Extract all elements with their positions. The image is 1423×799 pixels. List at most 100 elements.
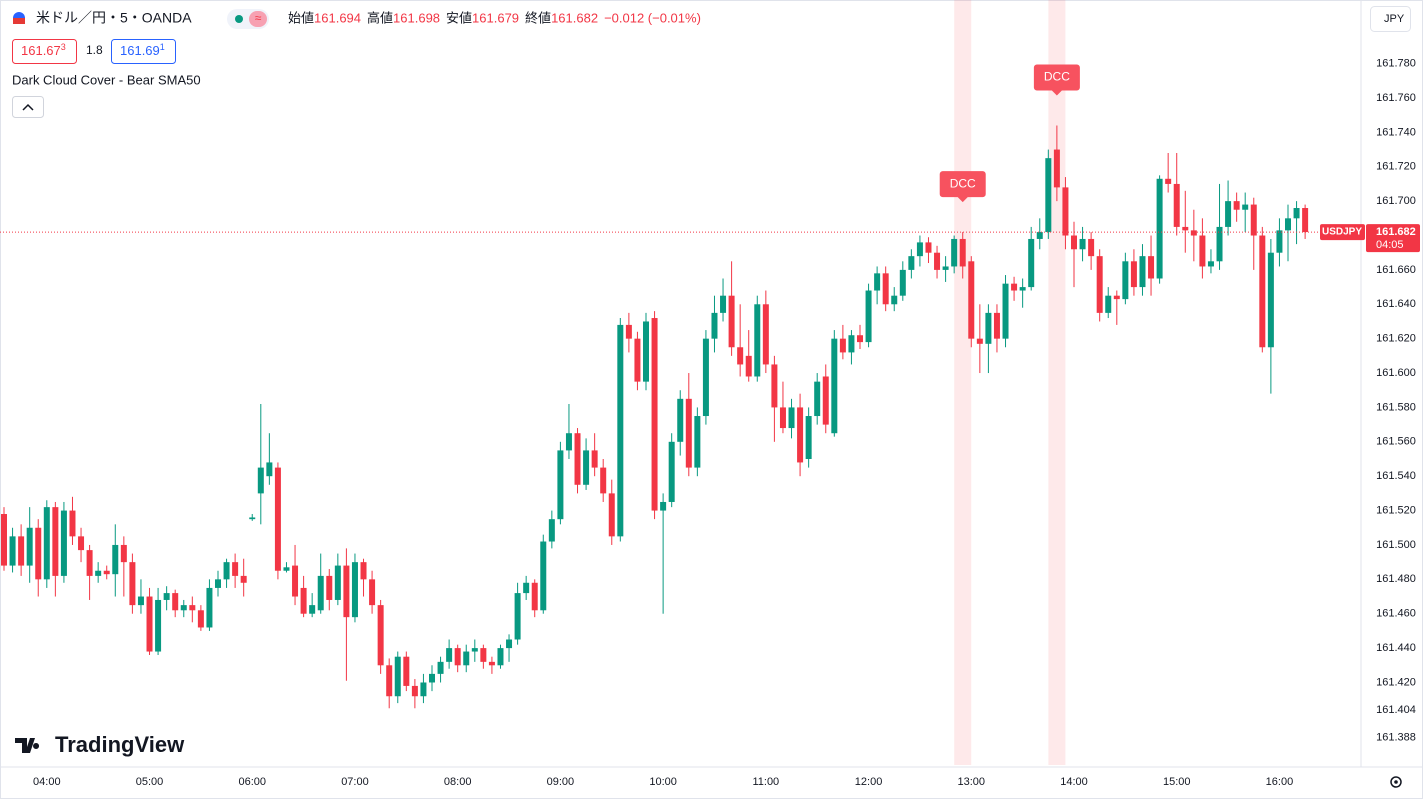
ohlc-value: 161.679 (472, 10, 519, 25)
candle-body (1122, 261, 1129, 300)
y-tick-label: 161.740 (1376, 126, 1416, 138)
logo: TradingView (15, 732, 185, 757)
price-tag-countdown: 04:05 (1376, 239, 1404, 251)
ask-box[interactable] (111, 39, 176, 64)
candle-body (925, 242, 932, 253)
legend: 米ドル／円・5・OANDA ≈ 始値 161.694 高値 161.698 安値 161.… (12, 9, 701, 118)
candle-body (1045, 158, 1052, 233)
pattern-marker (1033, 64, 1080, 96)
candle-body (874, 273, 881, 291)
ask-price: 161.691 (120, 42, 165, 58)
candle-body (668, 441, 675, 502)
candle-body (420, 682, 427, 697)
candle-body (18, 536, 25, 566)
candle-body (1096, 256, 1103, 313)
candle-body (429, 673, 435, 683)
candle-body (300, 587, 307, 614)
candle-body (805, 416, 812, 459)
price-tag-value: 161.682 (1376, 226, 1416, 238)
candle-body (1242, 204, 1249, 210)
candle-body (1190, 230, 1197, 236)
candle-body (69, 510, 76, 537)
currency-button[interactable] (1370, 6, 1411, 32)
bid-sup: 3 (61, 42, 66, 52)
candle-body (583, 450, 590, 485)
candle-body (574, 433, 581, 485)
candle-body (899, 269, 906, 296)
candle-body (146, 596, 153, 652)
candle-body (660, 501, 667, 511)
ohlc-label: 終値 (525, 10, 551, 25)
candle-body (266, 462, 273, 477)
candle-body (702, 338, 709, 417)
settings-icon[interactable] (1390, 776, 1402, 788)
candle-body (643, 321, 649, 382)
x-tick-label: 06:00 (238, 776, 266, 788)
candle-body (163, 593, 170, 600)
candle-body (591, 450, 598, 468)
y-tick-label: 161.760 (1376, 92, 1416, 104)
candle-body (1276, 230, 1283, 253)
candle-body (565, 433, 572, 451)
candle-body (137, 596, 144, 606)
candle-body (1173, 183, 1180, 227)
candle-body (257, 467, 264, 494)
candle-body (326, 575, 333, 600)
x-tick-label: 07:00 (341, 776, 369, 788)
collapse-button[interactable] (12, 96, 44, 118)
candle-body (1293, 208, 1300, 219)
candle-body (839, 338, 846, 353)
candle-body (52, 507, 59, 576)
indicator[interactable]: Dark Cloud Cover - Bear SMA50 (12, 72, 201, 87)
candle-body (677, 398, 684, 442)
y-tick-label: 161.540 (1376, 470, 1416, 482)
candle-body (694, 416, 701, 468)
candle-body (369, 579, 376, 606)
candle-body (685, 398, 692, 468)
candle-body (9, 536, 16, 566)
y-tick-label: 161.500 (1376, 539, 1416, 551)
candle-body (908, 256, 915, 270)
ohlc-label: 安値 (446, 10, 472, 25)
candle-body (942, 266, 949, 270)
x-tick-label: 12:00 (855, 776, 883, 788)
candle-body (865, 290, 872, 343)
candle-body (993, 312, 1000, 339)
bid-box[interactable] (12, 39, 77, 64)
candle-body (129, 562, 136, 606)
candle-body (916, 242, 923, 257)
candle-body (720, 295, 727, 313)
settings-icon-dot (1394, 780, 1398, 784)
symbol[interactable]: 米ドル／円・5・OANDA (36, 10, 192, 26)
market-status (235, 15, 243, 23)
candle-body (797, 407, 804, 463)
x-tick-label: 09:00 (547, 776, 575, 788)
candle-body (711, 312, 718, 339)
x-tick-label: 13:00 (958, 776, 986, 788)
spread: 1.8 (86, 43, 103, 57)
candle-body (215, 579, 221, 588)
candle-body (317, 575, 324, 611)
candle-body (959, 238, 966, 267)
candle-body (1207, 261, 1214, 267)
candle-body (651, 318, 658, 511)
candle-body (446, 648, 453, 662)
candle-body (857, 335, 863, 343)
logo-icon (15, 738, 40, 753)
y-tick-label: 161.640 (1376, 298, 1416, 310)
price-tag (1366, 224, 1420, 253)
candle-body (617, 324, 624, 537)
y-tick-label: 161.580 (1376, 401, 1416, 413)
candle-body (934, 252, 941, 270)
y-tick-label: 161.560 (1376, 436, 1416, 448)
candle-body (283, 567, 290, 571)
x-tick-label: 14:00 (1060, 776, 1088, 788)
candle-body (1233, 201, 1240, 210)
candle-body (1053, 149, 1060, 188)
candle-body (531, 582, 538, 611)
y-tick-label: 161.520 (1376, 504, 1416, 516)
change: −0.012 (−0.01%) (604, 10, 701, 25)
candle-body (172, 593, 179, 611)
candle-body (779, 407, 786, 429)
